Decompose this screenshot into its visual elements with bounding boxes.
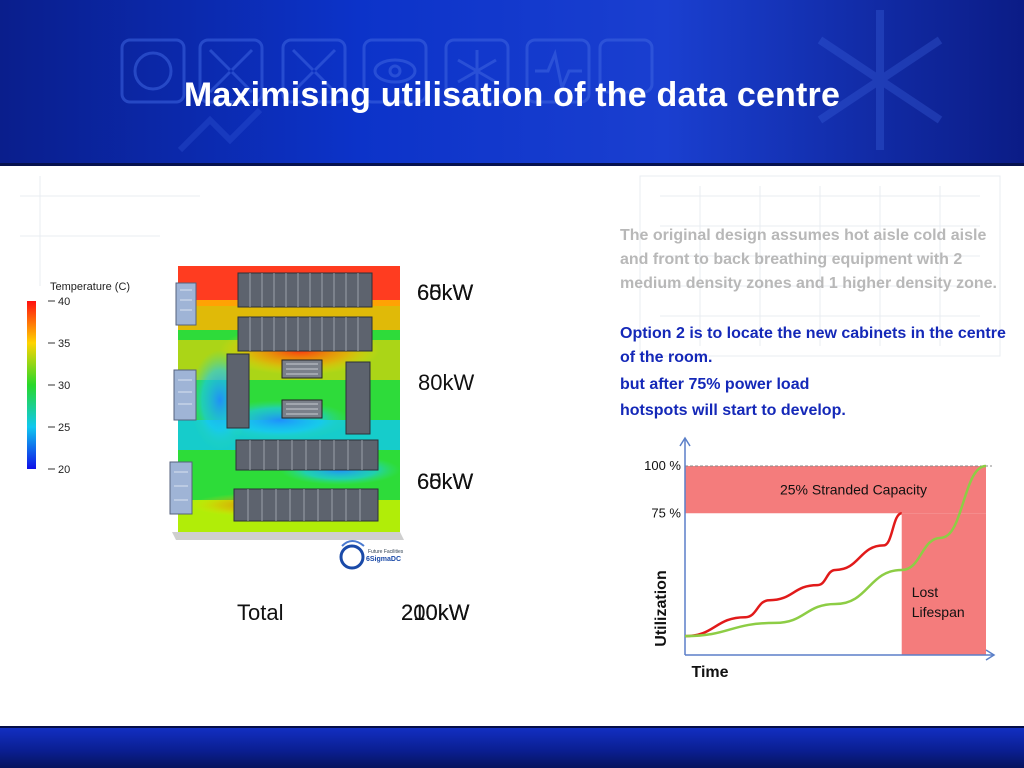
y-axis-label: Utilization <box>653 570 670 646</box>
lost-label-line2: Lifespan <box>912 604 965 620</box>
compress-icon <box>198 38 264 104</box>
series-line-1 <box>684 512 903 638</box>
cabinet-block-left <box>226 353 250 429</box>
eye-icon <box>362 38 428 104</box>
footer-band <box>0 726 1024 768</box>
large-snowflake-icon <box>817 10 943 150</box>
crac-unit-3 <box>169 461 193 515</box>
lost-label-line1: Lost <box>912 584 939 600</box>
footer-line <box>0 726 1024 728</box>
page-title: Maximising utilisation of the data centr… <box>183 76 841 114</box>
y-tick-100: 100 % <box>644 458 681 473</box>
header-banner: Maximising utilisation of the data centr… <box>0 0 1024 166</box>
row3-power-a: 65kW <box>417 469 474 494</box>
total-power-a: 210kW <box>401 600 470 625</box>
cabinet-block-right <box>345 361 371 435</box>
crac-unit-1 <box>175 282 197 326</box>
power-icon-ring <box>133 51 173 91</box>
stranded-capacity-region <box>685 466 986 514</box>
logo-text: 6SigmaDC <box>366 556 401 563</box>
legend-tick-20: 20 <box>58 464 70 476</box>
snowflake-icon <box>444 38 510 104</box>
expand-icon <box>281 38 347 104</box>
total-power-b: 200kW <box>401 600 470 625</box>
legend-color-bar <box>27 301 36 469</box>
row1-power-a: 65kW <box>417 280 474 305</box>
hotspots-text: hotspots will start to develop. <box>620 402 846 419</box>
row1-power-b: 60kW <box>417 280 474 305</box>
pulse-icon <box>525 38 591 104</box>
legend-title: Temperature (C) <box>50 281 130 293</box>
6sigmadc-logo: Future Facilities 6SigmaDC <box>339 540 404 570</box>
cabinet-row-2 <box>237 316 373 352</box>
y-axis-arrow <box>679 436 691 447</box>
banner-watermark-icons <box>120 10 943 153</box>
option2-text: Option 2 is to locate the new cabinets i… <box>620 325 1006 366</box>
x-axis-label: Time <box>691 664 728 681</box>
x-axis-arrow <box>985 649 996 661</box>
total-label: Total <box>237 600 284 625</box>
row3-power-b: 60kW <box>417 469 474 494</box>
legend-tick-25: 25 <box>58 422 70 434</box>
logo-subtext: Future Facilities <box>368 549 404 555</box>
plug-icon <box>598 38 654 94</box>
thermal-map: Temperature (C) 40 35 30 25 20 <box>27 266 404 570</box>
header-stripe <box>0 163 1024 166</box>
power-icon <box>120 38 186 104</box>
cabinet-row-4 <box>233 488 379 522</box>
crac-unit-2 <box>173 369 197 421</box>
after-75-text: but after 75% power load <box>620 376 810 393</box>
legend-tick-40: 40 <box>58 296 70 308</box>
series-line-2 <box>684 464 987 638</box>
floor-edge <box>172 532 404 540</box>
utilization-chart: 25% Stranded Capacity Lost Lifespan 100 … <box>644 436 996 681</box>
y-tick-75: 75 % <box>651 505 681 520</box>
stranded-capacity-label: 25% Stranded Capacity <box>780 482 927 498</box>
legend-tick-30: 30 <box>58 380 70 392</box>
blueprint-background <box>20 175 1001 357</box>
middle-power-label: 80kW <box>418 370 475 395</box>
cabinet-row-3 <box>235 439 379 471</box>
legend-tick-35: 35 <box>58 338 70 350</box>
cabinet-row-1 <box>237 272 373 308</box>
original-design-text: The original design assumes hot aisle co… <box>620 227 997 292</box>
